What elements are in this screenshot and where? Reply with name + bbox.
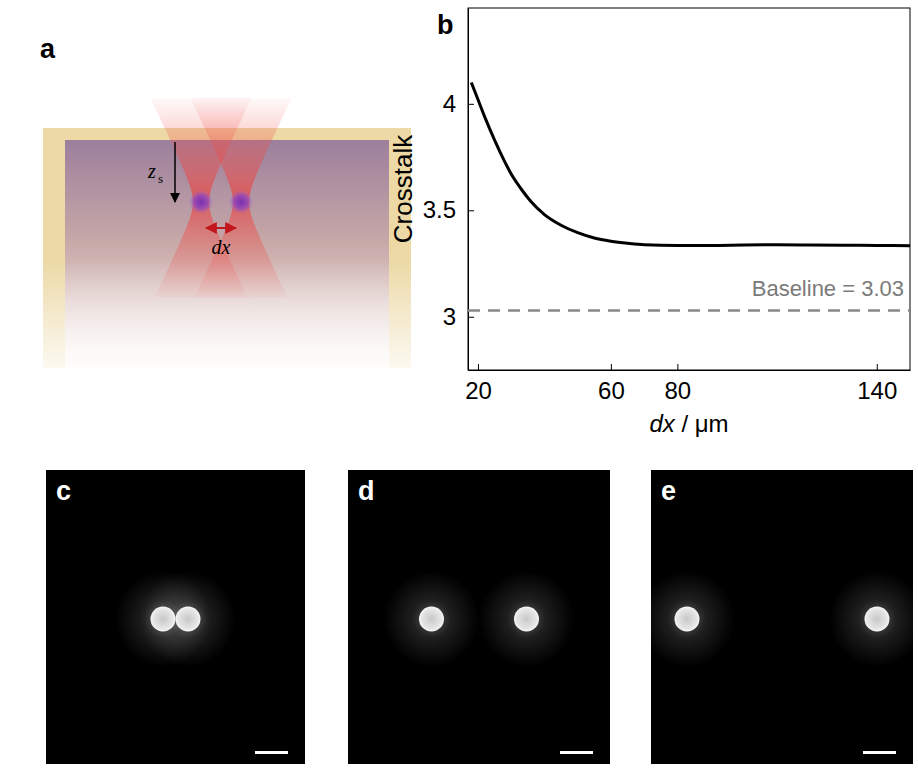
image-background	[651, 470, 913, 764]
x-tick-label: 60	[598, 377, 625, 404]
spacing-arrow	[206, 227, 236, 229]
x-tick-mark	[677, 364, 678, 370]
y-tick-mark	[468, 210, 474, 211]
y-axis: 33.54	[423, 9, 474, 371]
x-tick-label: 80	[665, 377, 692, 404]
x-tick-label: 20	[465, 377, 492, 404]
scale-bar	[255, 751, 288, 754]
plot-marks	[468, 83, 910, 311]
y-tick-mark	[468, 104, 474, 105]
spot	[865, 607, 890, 632]
spot-glow	[829, 571, 918, 667]
x-tick: 140	[857, 364, 897, 404]
y-tick: 3	[443, 303, 474, 330]
spot-glow	[639, 571, 735, 667]
plot-frame	[468, 8, 910, 370]
spot-glow	[384, 571, 480, 667]
spot-glow	[140, 571, 236, 667]
depth-label: z	[147, 160, 156, 182]
spot	[176, 607, 201, 632]
scale-bar	[560, 751, 593, 754]
x-tick: 60	[598, 364, 625, 404]
y-tick-label: 3	[443, 303, 456, 330]
x-tick-label: 140	[857, 377, 897, 404]
scale-bar	[863, 751, 896, 754]
spot	[675, 607, 700, 632]
image-panel: d	[348, 470, 610, 764]
panel-label: e	[661, 476, 676, 506]
x-axis-line	[469, 370, 911, 371]
spacing-label: dx	[212, 236, 231, 258]
image-panel: c	[46, 470, 305, 764]
panel-label: d	[358, 476, 375, 506]
y-axis-title: Crosstalk	[388, 134, 418, 243]
spot	[151, 607, 176, 632]
x-tick-mark	[611, 364, 612, 370]
panel-label: a	[40, 34, 56, 64]
panel-a: a zs dx	[40, 34, 411, 368]
y-tick: 4	[443, 90, 474, 117]
x-axis-title: dx / μm	[649, 410, 728, 437]
panel-label: c	[56, 476, 71, 506]
x-tick-mark	[877, 364, 878, 370]
depth-subscript: s	[158, 171, 163, 186]
image-background	[348, 470, 610, 764]
y-tick-label: 4	[443, 90, 456, 117]
depth-arrow	[174, 142, 176, 202]
x-axis: 20 60 80 140	[465, 364, 910, 404]
y-tick-label: 3.5	[423, 196, 456, 223]
x-tick: 20	[465, 364, 492, 404]
panel-b: b20608014033.54Crosstalkdx / μmBaseline …	[388, 8, 911, 437]
focal-spot	[189, 190, 213, 214]
y-tick: 3.5	[423, 196, 474, 223]
spot	[419, 607, 444, 632]
spot	[514, 607, 539, 632]
x-tick: 80	[665, 364, 692, 404]
image-panel: e	[639, 470, 918, 764]
figure: azsdxb20608014033.54Crosstalkdx / μmBase…	[0, 0, 918, 769]
baseline-label: Baseline = 3.03	[752, 276, 904, 301]
data-line	[471, 83, 910, 246]
image-background	[46, 470, 305, 764]
panel-label: b	[437, 10, 454, 40]
x-tick-mark	[478, 364, 479, 370]
baseline-line	[468, 309, 910, 312]
y-tick-mark	[468, 317, 474, 318]
spot-glow	[479, 571, 575, 667]
y-axis-line	[468, 9, 469, 371]
focal-spot	[229, 190, 253, 214]
